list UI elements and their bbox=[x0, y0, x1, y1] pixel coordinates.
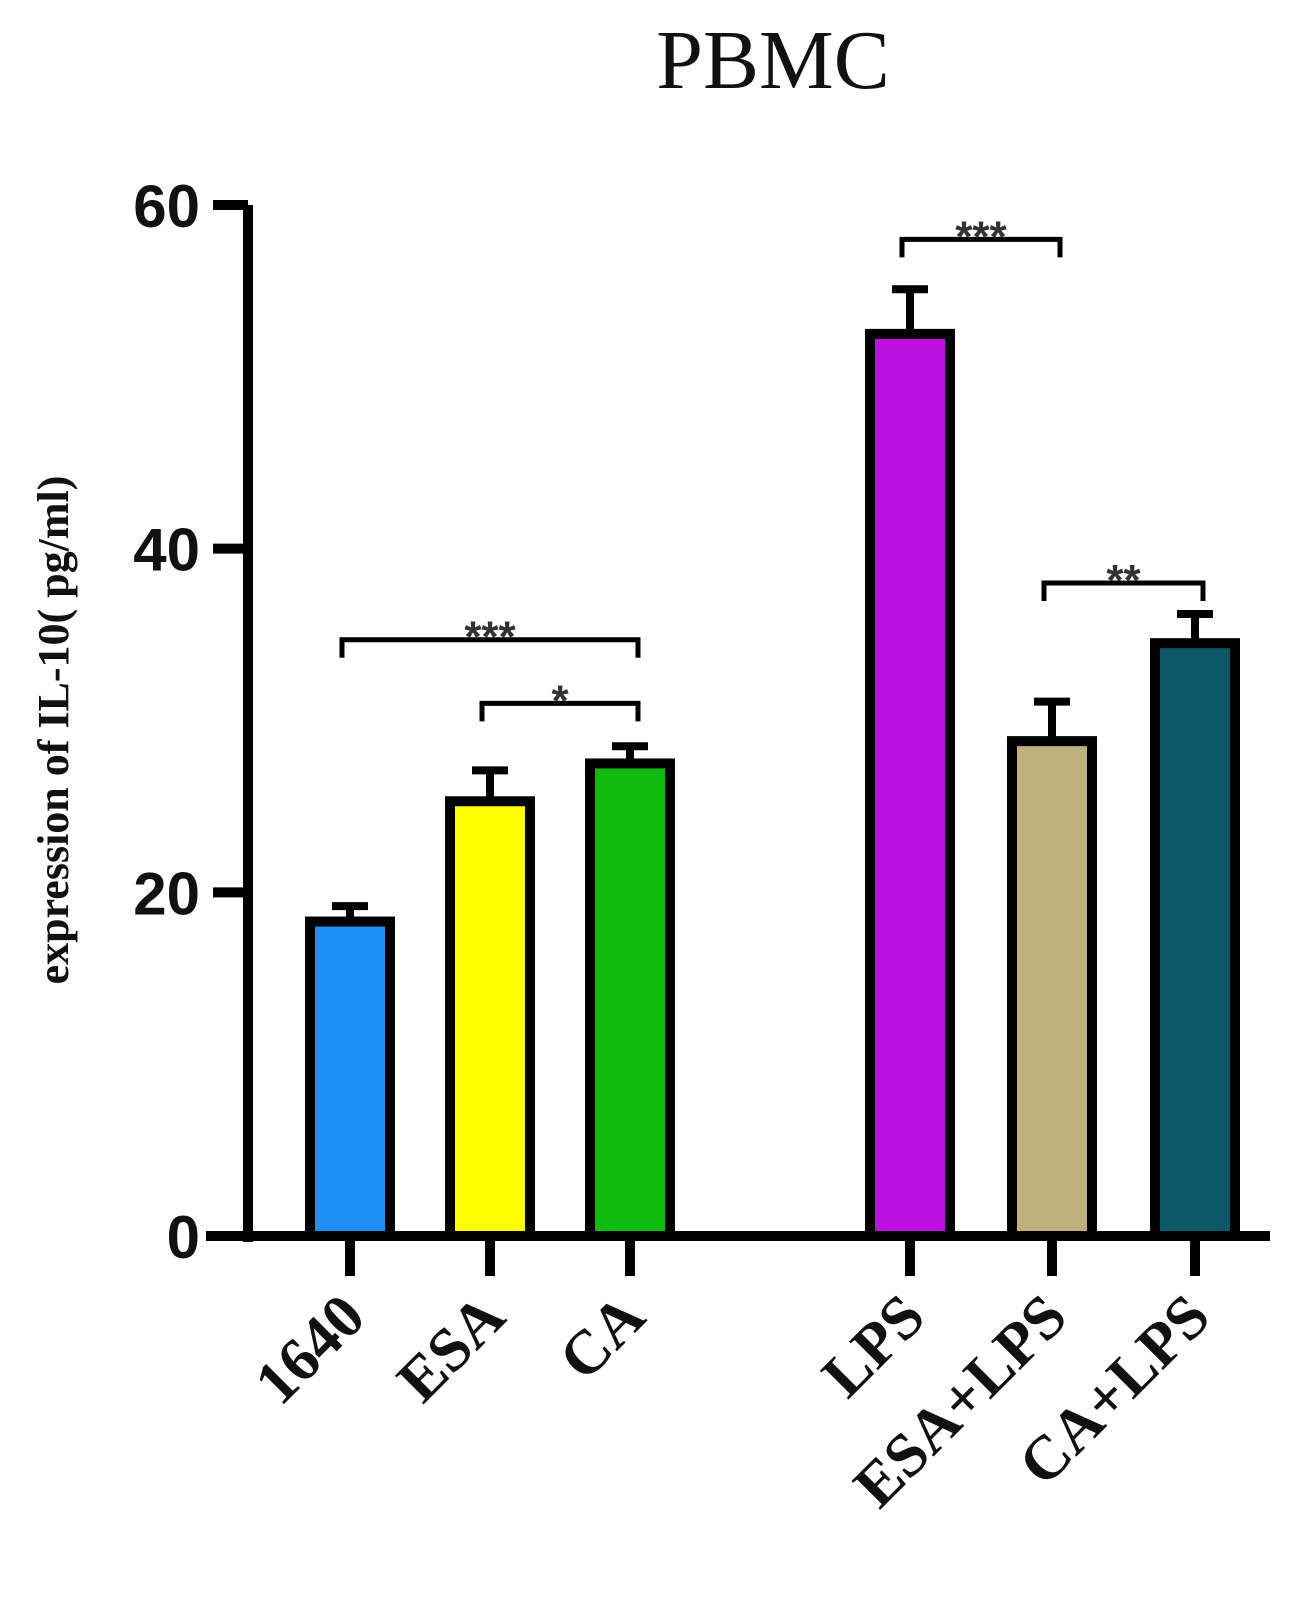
significance-label: *** bbox=[464, 613, 516, 662]
y-tick-label: 0 bbox=[167, 1204, 200, 1271]
significance-bracket bbox=[1041, 580, 1206, 602]
y-tick-label: 40 bbox=[133, 517, 200, 584]
y-tick-label: 20 bbox=[133, 860, 200, 927]
significance-label: *** bbox=[955, 212, 1007, 261]
bar-esa bbox=[445, 796, 535, 1241]
bar-ca bbox=[585, 758, 675, 1241]
category-label: LPS bbox=[809, 1282, 937, 1410]
y-tick-label: 60 bbox=[133, 173, 200, 240]
y-axis-label: expression of IL-10( pg/ml) bbox=[29, 476, 78, 985]
bar-1640 bbox=[305, 916, 395, 1241]
bar-ca-lps bbox=[1150, 638, 1240, 1241]
category-label: 1640 bbox=[242, 1282, 378, 1418]
significance-bracket bbox=[479, 700, 641, 722]
significance-bracket bbox=[899, 236, 1063, 258]
category-label: ESA bbox=[385, 1282, 519, 1416]
category-label: CA bbox=[546, 1282, 658, 1394]
bar-esa-lps bbox=[1007, 736, 1097, 1241]
bar-lps bbox=[865, 328, 955, 1241]
significance-label: ** bbox=[1106, 556, 1141, 605]
significance-label: * bbox=[551, 676, 569, 725]
bars bbox=[305, 285, 1240, 1276]
significance-bracket bbox=[339, 637, 641, 658]
chart-title: PBMC bbox=[656, 14, 889, 107]
significance-brackets: ********* bbox=[339, 212, 1206, 725]
y-ticks: 0 20 40 60 bbox=[133, 173, 248, 1271]
